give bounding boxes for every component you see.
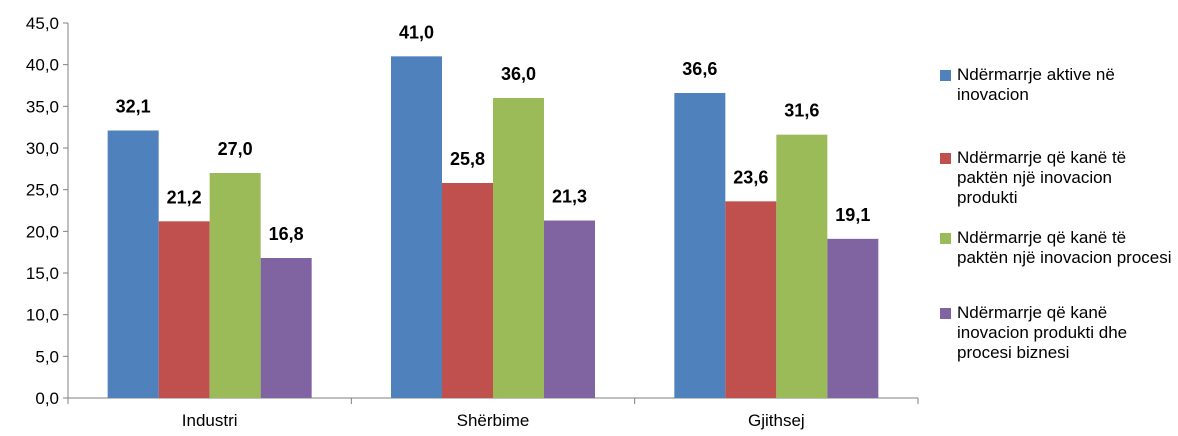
- data-label: 25,8: [450, 149, 485, 169]
- bar-industri-series-3: [209, 173, 261, 398]
- x-category-label: Gjithsej: [748, 411, 805, 430]
- bar-shërbime-series-3: [493, 98, 544, 398]
- data-label: 31,6: [784, 101, 819, 121]
- data-label: 16,8: [269, 224, 304, 244]
- legend-label: Ndërmarrje që kanë inovacion produkti dh…: [957, 303, 1128, 362]
- y-tick-label: 30,0: [26, 139, 59, 158]
- data-label: 21,2: [167, 187, 202, 207]
- data-label: 23,6: [733, 167, 768, 187]
- legend-item-4: Ndërmarrje që kanë inovacion produkti dh…: [940, 303, 1172, 363]
- y-tick-label: 45,0: [26, 14, 59, 33]
- y-tick-label: 35,0: [26, 97, 59, 116]
- y-tick-label: 20,0: [26, 222, 59, 241]
- bar-gjithsej-series-1: [674, 93, 726, 398]
- x-category-label: Shërbime: [457, 411, 530, 430]
- legend-label: Ndërmarrje që kanë të paktën një inovaci…: [957, 148, 1127, 207]
- data-label: 32,1: [116, 97, 151, 117]
- bar-gjithsej-series-2: [725, 201, 777, 398]
- y-tick-label: 5,0: [35, 347, 59, 366]
- data-label: 36,6: [682, 59, 717, 79]
- data-label: 27,0: [218, 139, 253, 159]
- y-tick-label: 0,0: [35, 389, 59, 408]
- legend-item-3: Ndërmarrje që kanë të paktën një inovaci…: [940, 228, 1172, 268]
- bar-industri-series-1: [107, 130, 159, 398]
- legend-label: Ndërmarrje aktive në inovacion: [957, 65, 1115, 104]
- data-label: 19,1: [835, 205, 870, 225]
- data-labels: 32,1 21,2 27,0 16,8 41,0 25,8 36,0 21,3 36,6 23,6…: [116, 22, 871, 244]
- legend-swatch: [940, 153, 951, 164]
- data-label: 41,0: [399, 22, 434, 42]
- bar-industri-series-4: [260, 258, 312, 398]
- y-tick-label: 10,0: [26, 306, 59, 325]
- legend-swatch: [940, 233, 951, 244]
- bar-shërbime-series-4: [544, 220, 595, 398]
- y-tick-label: 40,0: [26, 56, 59, 75]
- bar-shërbime-series-1: [391, 56, 442, 398]
- legend-swatch: [940, 70, 951, 81]
- data-label: 36,0: [501, 64, 536, 84]
- y-axis: 0,0 5,0 10,0 15,0 20,0 25,0 30,0 35,0 40,0 45,0: [26, 14, 69, 408]
- legend-item-2: Ndërmarrje që kanë të paktën një inovaci…: [940, 148, 1172, 208]
- bar-gjithsej-series-3: [776, 134, 828, 398]
- bar-shërbime-series-2: [442, 183, 493, 398]
- bars: [107, 56, 879, 398]
- legend-item-1: Ndërmarrje aktive në inovacion: [940, 65, 1172, 105]
- bar-industri-series-2: [158, 221, 210, 398]
- x-category-label: Industri: [182, 411, 238, 430]
- legend-label: Ndërmarrje që kanë të paktën një inovaci…: [957, 228, 1172, 267]
- y-tick-label: 15,0: [26, 264, 59, 283]
- y-tick-label: 25,0: [26, 181, 59, 200]
- data-label: 21,3: [552, 187, 587, 207]
- legend-swatch: [940, 308, 951, 319]
- bar-gjithsej-series-4: [827, 238, 879, 398]
- x-axis: Industri Shërbime Gjithsej: [67, 397, 919, 430]
